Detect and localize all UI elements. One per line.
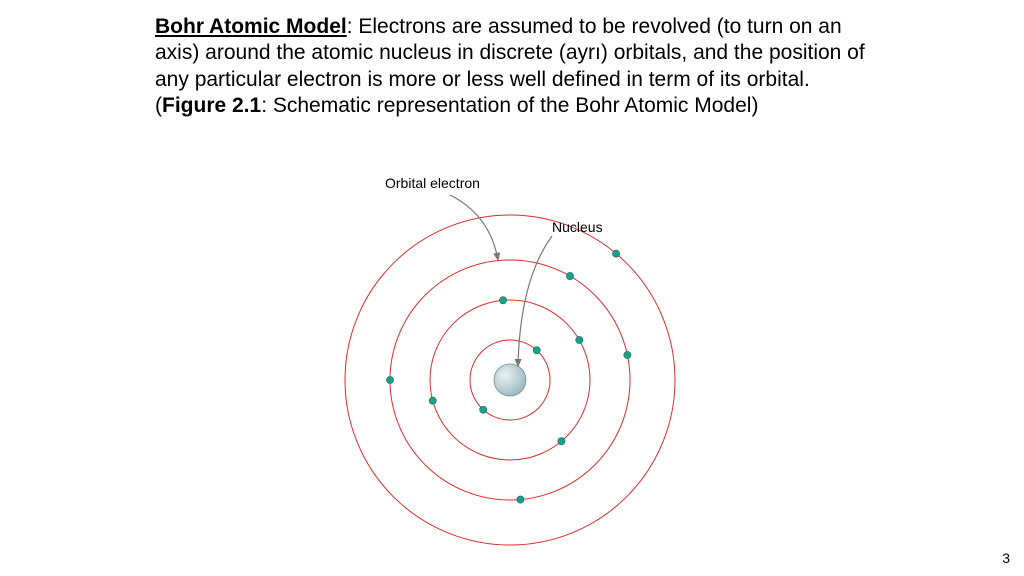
pointer-arrow — [450, 195, 498, 260]
electron-dot — [517, 496, 524, 503]
diagram-label: Nucleus — [552, 219, 603, 235]
nucleus-icon — [494, 364, 526, 396]
electron-dot — [480, 406, 487, 413]
description-paragraph: Bohr Atomic Model: Electrons are assumed… — [155, 14, 865, 119]
electron-dot — [566, 272, 573, 279]
body-text-2: : Schematic representation of the Bohr A… — [261, 94, 758, 117]
page-number: 3 — [1002, 550, 1010, 566]
diagram-label: Orbital electron — [385, 175, 480, 191]
electron-dot — [576, 336, 583, 343]
title-text: Bohr Atomic Model — [155, 15, 347, 38]
labels-group: Orbital electron Nucleus — [385, 175, 603, 366]
electron-dot — [558, 438, 565, 445]
electron-dot — [624, 351, 631, 358]
bohr-model-diagram: Orbital electron Nucleus — [320, 170, 700, 550]
electron-dot — [612, 250, 619, 257]
electron-dot — [499, 297, 506, 304]
electron-dot — [533, 347, 540, 354]
figure-label: Figure 2.1 — [162, 94, 261, 117]
electron-dot — [386, 376, 393, 383]
electron-dot — [429, 397, 436, 404]
